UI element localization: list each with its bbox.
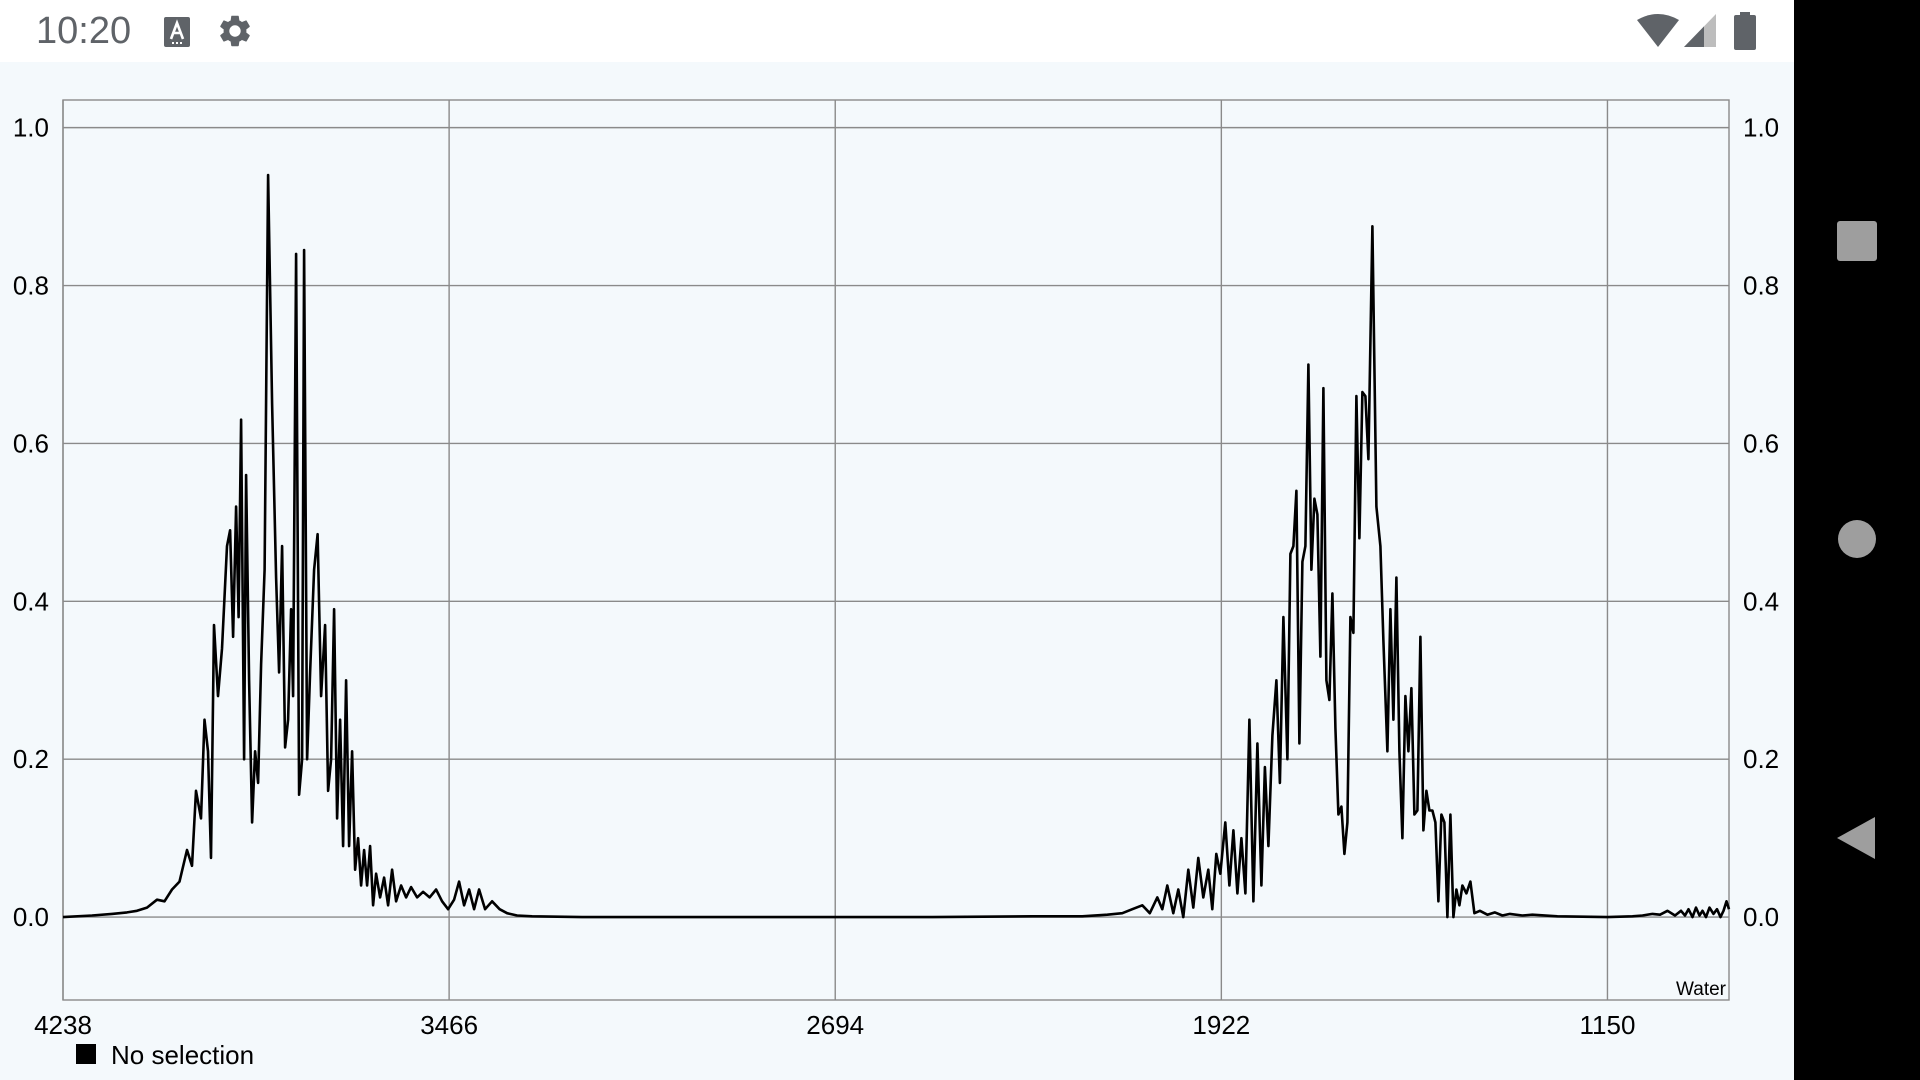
- recents-button[interactable]: [1794, 190, 1920, 290]
- x-tick-label: 4238: [34, 1010, 92, 1040]
- status-bar: 10:20: [0, 0, 1794, 62]
- legend-swatch: [76, 1044, 96, 1064]
- y-tick-label-right: 0.4: [1743, 586, 1779, 616]
- back-button[interactable]: [1794, 788, 1920, 888]
- y-tick-label-left: 0.6: [13, 428, 49, 458]
- back-icon: [1837, 817, 1875, 859]
- status-clock: 10:20: [36, 10, 132, 52]
- x-tick-label: 1150: [1580, 1010, 1636, 1040]
- plot-frame: [62, 99, 1730, 1001]
- line-chart: 0.0 0.0 0.2 0.2 0.4 0.4 0.6 0.6 0.8 0.8 1.0 1.0 4238…: [13, 99, 1779, 1040]
- ime-icon: [164, 17, 190, 47]
- x-tick-label: 3466: [420, 1010, 478, 1040]
- wifi-icon: [1637, 14, 1679, 47]
- y-tick-label-right: 0.0: [1743, 902, 1779, 932]
- axis-ticks: 0.0 0.0 0.2 0.2 0.4 0.4 0.6 0.6 0.8 0.8 1.0 1.0 4238…: [13, 113, 1779, 1040]
- series-line: [62, 173, 1731, 919]
- y-tick-label-left: 0.4: [13, 586, 49, 616]
- home-button[interactable]: [1794, 489, 1920, 589]
- gear-icon: [220, 15, 250, 47]
- app-screen: 10:20 0.0 0.0 0.2 0.2 0.4 0.4 0.6 0.6 0.8 0.8 1.0 1…: [0, 0, 1794, 1080]
- recents-icon: [1837, 221, 1877, 261]
- chart-grid: [62, 100, 1729, 1000]
- y-tick-label-right: 0.2: [1743, 744, 1779, 774]
- y-tick-label-right: 1.0: [1743, 113, 1779, 143]
- y-tick-label-right: 0.8: [1743, 271, 1779, 301]
- home-icon: [1838, 520, 1876, 558]
- y-tick-label-left: 0.8: [13, 271, 49, 301]
- navigation-bar: [1794, 0, 1920, 1080]
- y-tick-label-right: 0.6: [1743, 428, 1779, 458]
- legend-label: No selection: [111, 1040, 255, 1070]
- y-tick-label-left: 0.2: [13, 744, 49, 774]
- x-tick-label: 2694: [806, 1010, 864, 1040]
- x-tick-label: 1922: [1192, 1010, 1250, 1040]
- y-tick-label-left: 0.0: [13, 902, 49, 932]
- battery-icon: [1734, 12, 1756, 50]
- y-tick-label-left: 1.0: [13, 113, 49, 143]
- chart-corner-label: Water: [1676, 979, 1727, 1000]
- signal-icon: [1684, 14, 1716, 47]
